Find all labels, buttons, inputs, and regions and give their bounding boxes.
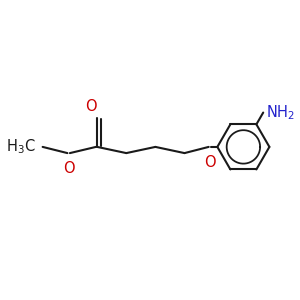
Text: O: O — [63, 161, 74, 176]
Text: NH$_2$: NH$_2$ — [266, 103, 295, 122]
Text: O: O — [85, 99, 97, 114]
Text: H$_3$C: H$_3$C — [6, 138, 35, 156]
Text: O: O — [204, 155, 216, 170]
